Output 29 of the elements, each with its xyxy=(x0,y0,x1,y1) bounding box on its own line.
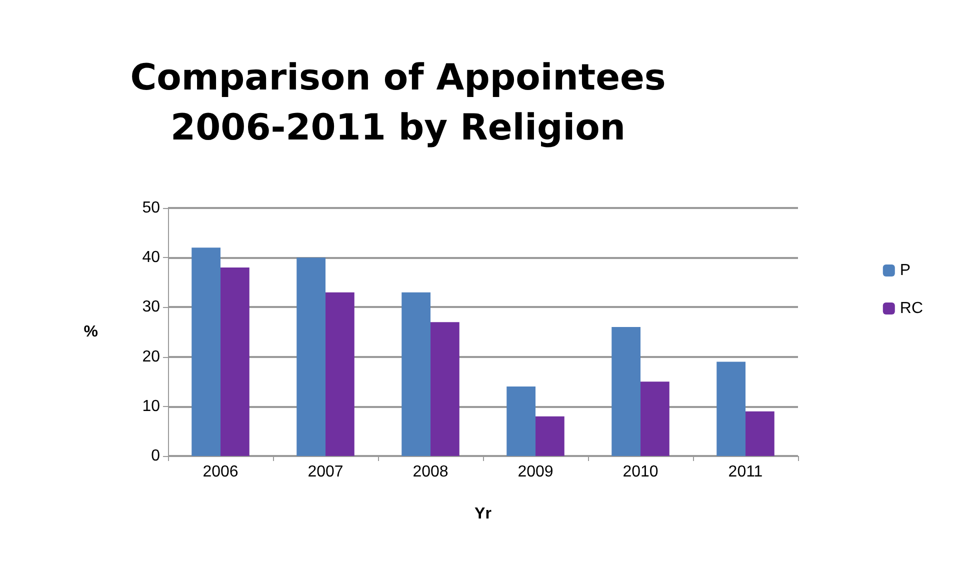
legend-label: P xyxy=(900,262,911,279)
bar xyxy=(402,292,430,456)
x-tick-label: 2011 xyxy=(728,464,763,480)
x-tick-label: 2009 xyxy=(518,464,554,480)
y-tick-label: 10 xyxy=(142,398,160,415)
y-tick-label: 40 xyxy=(142,249,160,266)
bar xyxy=(536,416,564,456)
x-tick-label: 2008 xyxy=(412,464,448,480)
legend-label: RC xyxy=(900,300,923,317)
x-tick-label: 2007 xyxy=(308,464,344,480)
bar xyxy=(640,382,670,456)
bar xyxy=(192,248,220,456)
y-axis-title: % xyxy=(84,324,98,340)
bar xyxy=(296,258,326,456)
bar xyxy=(220,268,250,456)
bar xyxy=(746,411,774,456)
bar xyxy=(716,362,746,456)
y-tick-label: 30 xyxy=(142,298,160,316)
chart-title: Comparison of Appointees 2006-2011 by Religion xyxy=(130,58,666,148)
bar xyxy=(506,386,536,456)
y-tick-label: 50 xyxy=(142,200,160,216)
x-axis-title: Yr xyxy=(474,506,492,522)
x-tick-label: 2006 xyxy=(202,464,238,480)
x-tick-label: 2010 xyxy=(622,464,658,480)
bar xyxy=(612,327,640,456)
bar xyxy=(430,322,460,456)
y-tick-label: 20 xyxy=(142,348,160,366)
bar xyxy=(326,292,354,456)
y-tick-label: 0 xyxy=(151,448,160,464)
